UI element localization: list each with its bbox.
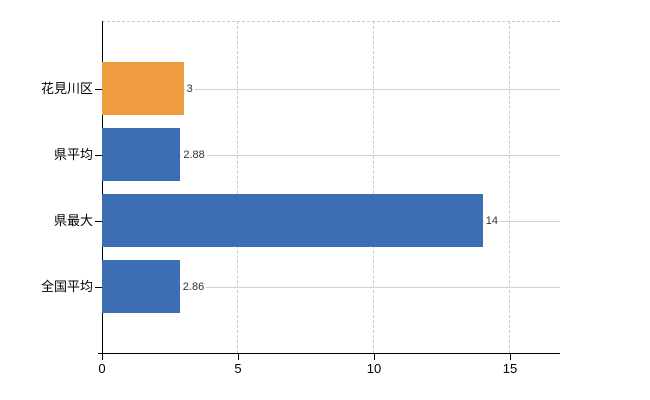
bar — [102, 260, 180, 313]
x-gridline — [237, 21, 238, 353]
x-axis-tick — [238, 354, 239, 360]
category-label: 全国平均 — [40, 278, 93, 294]
y-axis-line — [102, 21, 103, 353]
x-tick-label: 15 — [502, 361, 518, 376]
category-label: 花見川区 — [40, 80, 93, 96]
bar — [102, 62, 184, 115]
category-row-gridline — [102, 88, 560, 90]
bar — [102, 128, 181, 181]
y-axis-tick — [95, 154, 102, 156]
bar-value-label: 2.86 — [180, 279, 207, 294]
x-gridline — [373, 21, 374, 353]
x-tick-label: 5 — [234, 361, 242, 376]
y-axis-tick — [95, 286, 102, 288]
category-row-gridline — [102, 154, 560, 156]
category-label: 県最大 — [53, 212, 93, 228]
category-row-gridline — [102, 286, 560, 288]
x-gridline — [509, 21, 510, 353]
bar-value-label: 2.88 — [181, 147, 207, 162]
x-axis-line — [98, 353, 560, 354]
x-tick-label: 10 — [366, 361, 382, 376]
bar-value-label: 14 — [483, 213, 501, 228]
x-tick-label: 0 — [98, 361, 106, 376]
x-axis-tick — [102, 354, 103, 360]
x-axis-tick — [510, 354, 511, 360]
y-axis-tick — [95, 220, 102, 222]
x-axis-tick — [374, 354, 375, 360]
y-axis-tick — [95, 88, 102, 90]
bar-value-label: 3 — [184, 81, 195, 96]
category-label: 県平均 — [53, 146, 93, 162]
plot-top-dashed-border — [102, 21, 560, 22]
bar — [102, 194, 483, 247]
